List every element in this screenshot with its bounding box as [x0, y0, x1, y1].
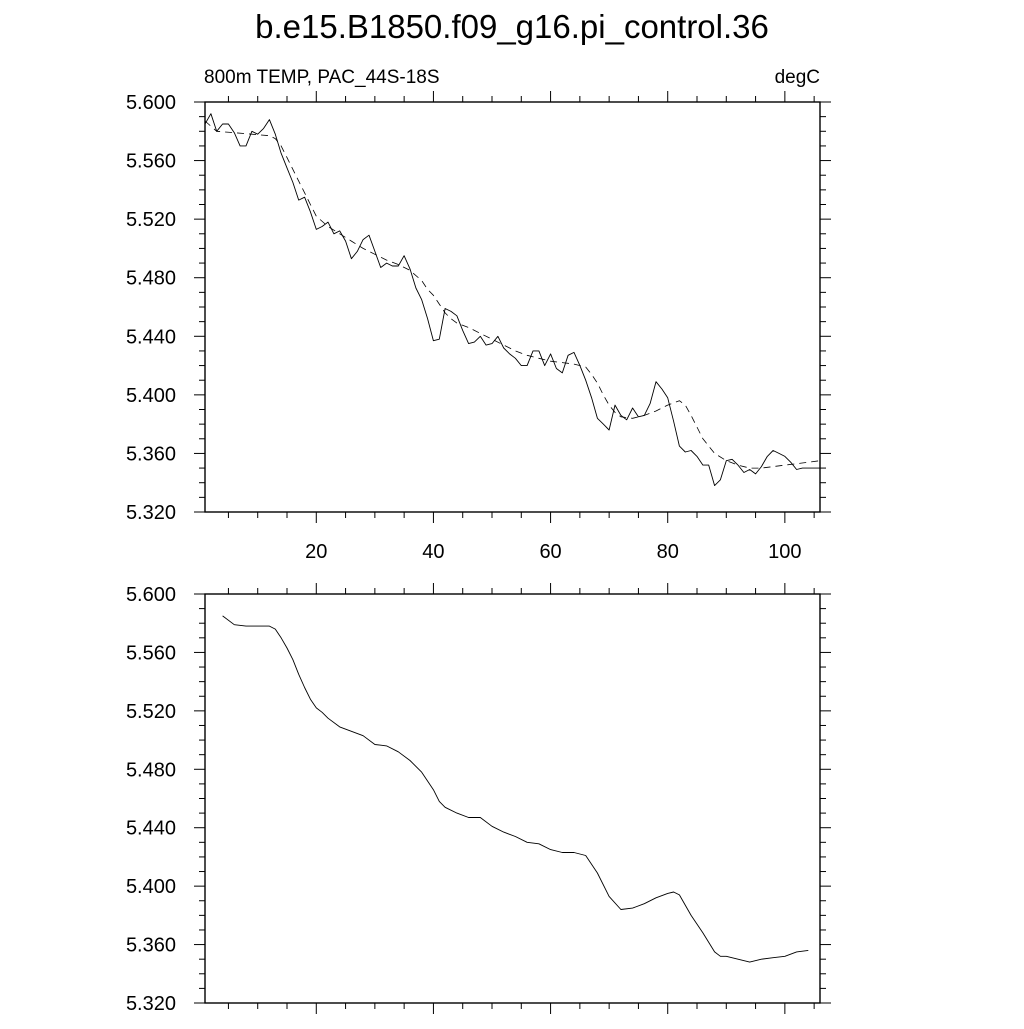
panel-1-left-label: 800m TEMP, PAC_44S-18S [204, 67, 440, 88]
x-tick-label: 20 [305, 541, 327, 563]
x-tick-label: 100 [768, 541, 801, 563]
panel-1-series-smoothed-line [204, 120, 821, 469]
y-tick-label: 5.560 [126, 151, 176, 173]
figure-title: b.e15.B1850.f09_g16.pi_control.36 [255, 8, 769, 45]
top-panel: 5.320 5.360 5.400 5.440 5.480 5.520 5.560 5.600… [126, 91, 831, 563]
y-tick-label: 5.520 [126, 701, 176, 723]
y-tick-label: 5.480 [126, 759, 176, 781]
panel-2-frame [204, 593, 821, 1004]
y-tick-label: 5.400 [126, 876, 176, 898]
y-tick-label: 5.440 [126, 818, 176, 840]
y-tick-label: 5.440 [126, 326, 176, 348]
panel-1-series-line [204, 113, 820, 487]
panel-1-frame [204, 101, 821, 513]
y-tick-label: 5.560 [126, 642, 176, 664]
panel-1-right-label: degC [775, 67, 820, 88]
y-tick-label: 5.480 [126, 268, 176, 290]
y-tick-label: 5.320 [126, 993, 176, 1015]
y-tick-label: 5.520 [126, 209, 176, 231]
x-tick-label: 80 [657, 541, 679, 563]
bottom-panel: 5.320 5.360 5.400 5.440 5.480 5.520 5.560 5.600 [126, 583, 831, 1015]
y-tick-label: 5.320 [126, 502, 176, 524]
y-tick-label: 5.600 [126, 584, 176, 606]
y-tick-label: 5.600 [126, 92, 176, 114]
x-tick-label: 40 [422, 541, 444, 563]
y-tick-label: 5.400 [126, 385, 176, 407]
panel-2-series-line [222, 615, 809, 963]
x-tick-label: 60 [539, 541, 561, 563]
y-tick-label: 5.360 [126, 443, 176, 465]
y-tick-label: 5.360 [126, 935, 176, 957]
